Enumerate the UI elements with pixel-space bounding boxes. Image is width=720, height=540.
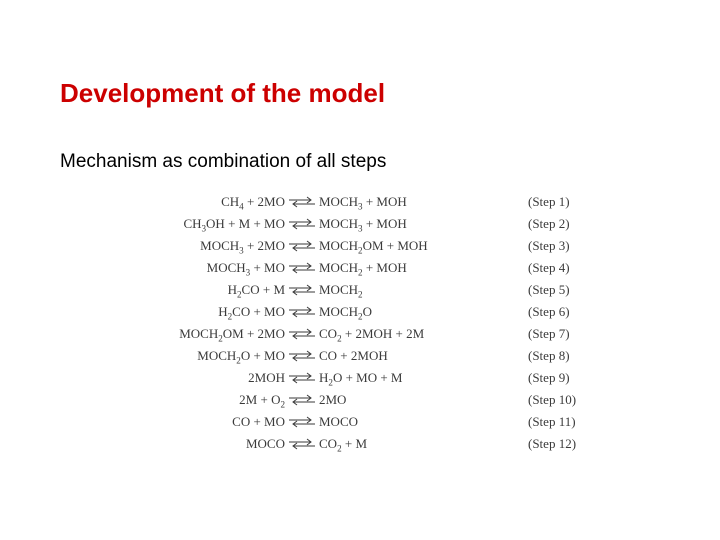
step-label: (Step 8) (528, 348, 590, 364)
step-label: (Step 1) (528, 194, 590, 210)
step-label: (Step 6) (528, 304, 590, 320)
equilibrium-arrow-icon (285, 240, 319, 252)
mechanism-step-row: MOCH3 + 2MO MOCH2OM + MOH (Step 3) (150, 235, 590, 257)
mechanism-step-row: H2CO + M MOCH2 (Step 5) (150, 279, 590, 301)
step-lhs: H2CO + M (150, 282, 285, 298)
step-lhs: MOCO (150, 436, 285, 452)
equilibrium-arrow-icon (285, 416, 319, 428)
mechanism-step-row: 2MOH H2O + MO + M (Step 9) (150, 367, 590, 389)
equilibrium-arrow-icon (285, 438, 319, 450)
step-lhs: MOCH3 + MO (150, 260, 285, 276)
mechanism-steps: CH4 + 2MO MOCH3 + MOH (Step 1) CH3OH + M + … (150, 191, 590, 455)
mechanism-step-row: MOCH2OM + 2MO CO2 + 2MOH + 2M (Step 7) (150, 323, 590, 345)
mechanism-step-row: MOCH3 + MO MOCH2 + MOH (Step 4) (150, 257, 590, 279)
mechanism-step-row: H2CO + MO MOCH2O (Step 6) (150, 301, 590, 323)
step-rhs: 2MO (319, 392, 520, 408)
step-label: (Step 4) (528, 260, 590, 276)
step-lhs: CH3OH + M + MO (150, 216, 285, 232)
step-lhs: MOCH3 + 2MO (150, 238, 285, 254)
step-lhs: CO + MO (150, 414, 285, 430)
equilibrium-arrow-icon (285, 306, 319, 318)
step-rhs: CO2 + M (319, 436, 520, 452)
equilibrium-arrow-icon (285, 328, 319, 340)
step-label: (Step 5) (528, 282, 590, 298)
equilibrium-arrow-icon (285, 218, 319, 230)
step-lhs: 2M + O2 (150, 392, 285, 408)
mechanism-step-row: MOCO CO2 + M (Step 12) (150, 433, 590, 455)
page-subtitle: Mechanism as combination of all steps (60, 151, 660, 173)
mechanism-step-row: CO + MO MOCO (Step 11) (150, 411, 590, 433)
equilibrium-arrow-icon (285, 196, 319, 208)
step-rhs: MOCH2O (319, 304, 520, 320)
mechanism-step-row: CH3OH + M + MO MOCH3 + MOH (Step 2) (150, 213, 590, 235)
mechanism-step-row: 2M + O2 2MO (Step 10) (150, 389, 590, 411)
mechanism-step-row: CH4 + 2MO MOCH3 + MOH (Step 1) (150, 191, 590, 213)
equilibrium-arrow-icon (285, 394, 319, 406)
step-lhs: H2CO + MO (150, 304, 285, 320)
step-label: (Step 7) (528, 326, 590, 342)
step-lhs: CH4 + 2MO (150, 194, 285, 210)
step-lhs: MOCH2OM + 2MO (150, 326, 285, 342)
step-lhs: 2MOH (150, 370, 285, 386)
step-label: (Step 12) (528, 436, 590, 452)
step-label: (Step 2) (528, 216, 590, 232)
page-title: Development of the model (60, 78, 660, 109)
step-rhs: CO2 + 2MOH + 2M (319, 326, 520, 342)
step-rhs: H2O + MO + M (319, 370, 520, 386)
step-label: (Step 10) (528, 392, 590, 408)
step-rhs: MOCH3 + MOH (319, 216, 520, 232)
equilibrium-arrow-icon (285, 372, 319, 384)
equilibrium-arrow-icon (285, 262, 319, 274)
equilibrium-arrow-icon (285, 284, 319, 296)
step-rhs: MOCO (319, 414, 520, 430)
step-rhs: MOCH2 (319, 282, 520, 298)
step-label: (Step 3) (528, 238, 590, 254)
step-rhs: MOCH3 + MOH (319, 194, 520, 210)
step-label: (Step 9) (528, 370, 590, 386)
step-lhs: MOCH2O + MO (150, 348, 285, 364)
equilibrium-arrow-icon (285, 350, 319, 362)
step-rhs: MOCH2OM + MOH (319, 238, 520, 254)
step-label: (Step 11) (528, 414, 590, 430)
mechanism-step-row: MOCH2O + MO CO + 2MOH (Step 8) (150, 345, 590, 367)
step-rhs: CO + 2MOH (319, 348, 520, 364)
step-rhs: MOCH2 + MOH (319, 260, 520, 276)
